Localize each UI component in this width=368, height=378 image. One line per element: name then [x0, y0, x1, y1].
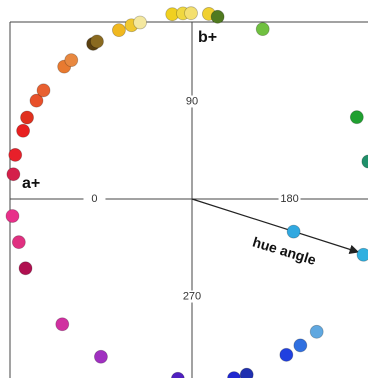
- color-dot: [18, 261, 33, 276]
- color-dot: [94, 349, 108, 364]
- color-dot: [36, 83, 51, 98]
- color-dot: [90, 34, 104, 49]
- color-dot: [279, 347, 294, 362]
- color-dot: [239, 367, 254, 378]
- a-label: a+: [22, 175, 40, 192]
- color-dot: [112, 23, 126, 38]
- color-dot: [20, 110, 34, 125]
- color-dot: [55, 317, 70, 332]
- tick-bg: [181, 95, 203, 108]
- color-dot: [227, 371, 241, 378]
- color-dot: [286, 224, 301, 239]
- color-dot: [170, 371, 185, 378]
- color-dot: [16, 123, 31, 138]
- angle-tick-label: 180: [280, 193, 298, 205]
- color-dot: [8, 148, 23, 162]
- color-dot: [356, 247, 368, 262]
- color-dot: [29, 93, 44, 108]
- color-dot: [309, 324, 324, 339]
- tick-bg: [181, 290, 203, 303]
- color-dot: [133, 15, 147, 30]
- color-dot: [11, 235, 26, 250]
- b-label: b+: [198, 29, 217, 46]
- color-dot: [361, 154, 368, 169]
- angle-tick-label: 0: [91, 193, 97, 205]
- color-dot: [210, 9, 225, 24]
- color-dot: [293, 338, 308, 353]
- tick-bg: [83, 193, 106, 205]
- color-dot: [184, 6, 198, 21]
- color-dot: [255, 22, 270, 37]
- hue-arrow: [191, 198, 360, 255]
- tick-bg: [278, 193, 301, 205]
- color-dot: [64, 53, 79, 68]
- angle-tick-label: 90: [186, 95, 198, 107]
- color-dot: [6, 167, 21, 182]
- color-dot: [349, 110, 364, 125]
- angle-tick-label: 270: [183, 290, 201, 302]
- arrow-label: hue angle: [251, 234, 318, 268]
- color-dot: [5, 209, 20, 223]
